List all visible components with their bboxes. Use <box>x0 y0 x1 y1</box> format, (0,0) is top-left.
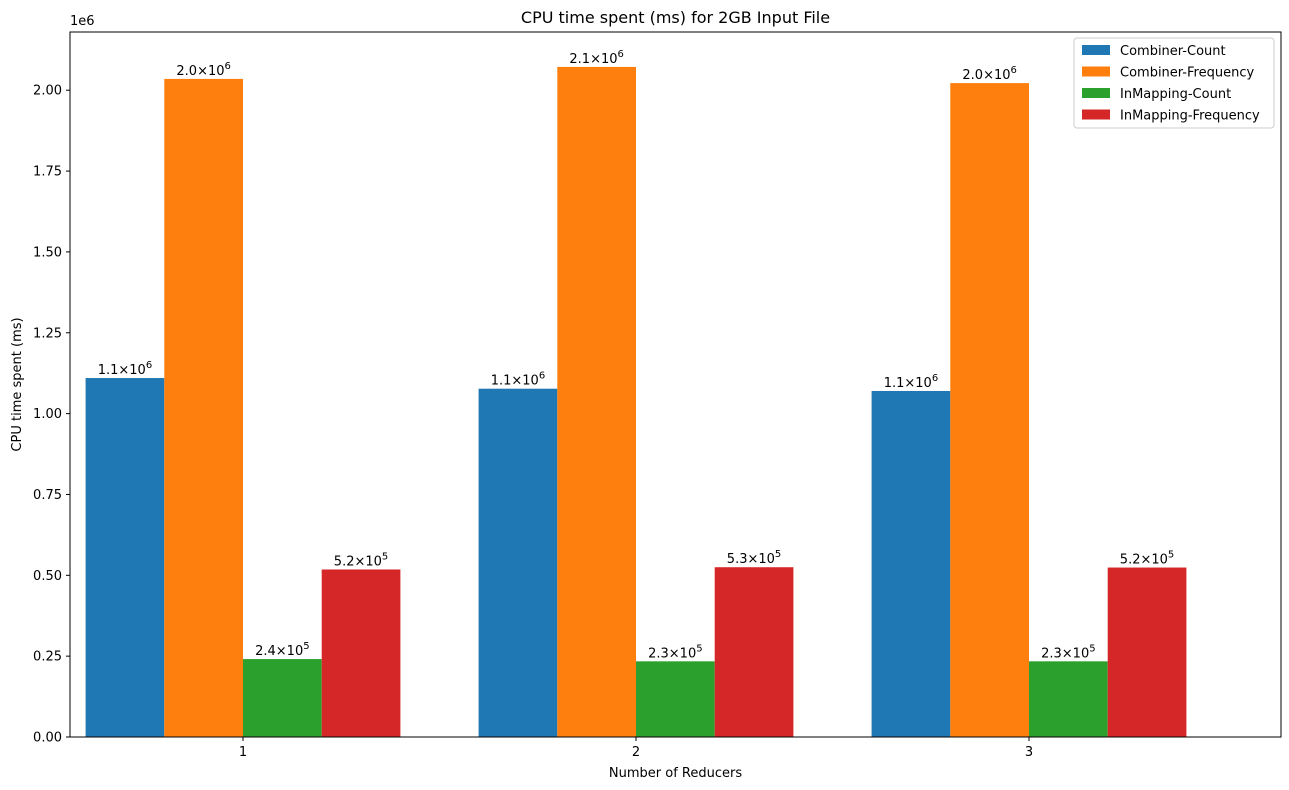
bar-value-label: 1.1×106 <box>98 360 153 378</box>
bar-value-label: 2.0×106 <box>962 65 1017 83</box>
legend-label: InMapping-Count <box>1120 87 1231 102</box>
y-tick-label: 0.50 <box>33 569 62 584</box>
y-tick-label: 1.00 <box>33 407 62 422</box>
bar-value-label: 1.1×106 <box>884 373 939 391</box>
bar-value-label: 5.2×105 <box>334 551 389 569</box>
x-axis-ticks: 1 2 3 <box>239 737 1033 760</box>
bar-series-group <box>85 66 1187 738</box>
bar-combiner-frequency <box>950 83 1029 738</box>
bar-value-mantissa: 5.3 <box>727 552 748 567</box>
bar-value-label: 2.1×106 <box>569 49 624 67</box>
chart-title: CPU time spent (ms) for 2GB Input File <box>521 8 830 27</box>
legend-label: Combiner-Count <box>1120 44 1226 59</box>
legend: Combiner-Count Combiner-Frequency InMappin… <box>1073 37 1275 129</box>
bar-value-exponent: 5 <box>1168 550 1174 561</box>
bar-value-times: ×10 <box>747 552 774 567</box>
bar-inmapping-frequency <box>714 567 794 737</box>
x-tick-label: 1 <box>239 745 247 760</box>
bar-value-mantissa: 2.3 <box>648 646 669 661</box>
bar-value-exponent: 6 <box>618 49 624 60</box>
plot-area-frame <box>69 31 1282 738</box>
bar-inmapping-frequency <box>1107 567 1187 737</box>
y-axis-offset-text: 1e6 <box>70 14 95 29</box>
bar-value-times: ×10 <box>983 68 1010 83</box>
bar-combiner-count <box>871 390 951 737</box>
bar-value-times: ×10 <box>276 644 303 659</box>
y-tick-label: 0.00 <box>33 731 62 746</box>
bar-value-times: ×10 <box>669 646 696 661</box>
bar-value-exponent: 6 <box>1011 65 1017 76</box>
bar-value-mantissa: 1.1 <box>491 374 512 389</box>
y-tick-label: 2.00 <box>33 84 62 99</box>
legend-label: InMapping-Frequency <box>1120 109 1260 124</box>
legend-label: Combiner-Frequency <box>1120 66 1254 81</box>
x-tick-label: 3 <box>1025 745 1033 760</box>
y-tick-label: 1.25 <box>33 326 62 341</box>
bar-value-exponent: 5 <box>696 643 702 654</box>
legend-swatch <box>1082 45 1110 55</box>
bar-value-label: 1.1×106 <box>491 371 546 389</box>
bar-value-times: ×10 <box>118 363 145 378</box>
bar-combiner-count <box>85 378 165 737</box>
bar-inmapping-count <box>243 659 322 737</box>
bar-value-times: ×10 <box>1062 646 1089 661</box>
bar-combiner-frequency <box>557 66 636 737</box>
bar-value-mantissa: 1.1 <box>98 363 119 378</box>
bar-inmapping-frequency <box>321 569 401 737</box>
bar-value-label: 2.3×105 <box>648 643 703 661</box>
legend-swatch <box>1082 109 1110 120</box>
bar-value-exponent: 6 <box>225 61 231 72</box>
bar-value-times: ×10 <box>1140 553 1167 568</box>
bar-value-times: ×10 <box>590 52 617 67</box>
bar-value-exponent: 5 <box>382 551 388 562</box>
bar-value-mantissa: 2.4 <box>255 644 276 659</box>
bar-value-times: ×10 <box>511 374 538 389</box>
bar-combiner-count <box>478 388 558 737</box>
bar-value-mantissa: 5.2 <box>334 554 355 569</box>
bar-value-label: 2.3×105 <box>1041 643 1096 661</box>
legend-box <box>1073 37 1275 129</box>
y-tick-label: 0.75 <box>33 488 62 503</box>
bar-value-times: ×10 <box>904 376 931 391</box>
bar-value-times: ×10 <box>197 64 224 79</box>
bar-value-exponent: 6 <box>146 360 152 371</box>
legend-swatch <box>1082 66 1110 77</box>
bar-value-exponent: 6 <box>932 373 938 384</box>
x-tick-label: 2 <box>632 745 640 760</box>
bar-value-label: 2.0×106 <box>176 61 231 79</box>
bar-value-exponent: 5 <box>1089 643 1095 654</box>
bar-value-mantissa: 2.1 <box>569 52 590 67</box>
y-axis-ticks: 0.00 0.25 0.50 0.75 1.00 1.25 1.50 1.75 2.00 <box>33 84 70 746</box>
bar-value-mantissa: 2.3 <box>1041 646 1062 661</box>
bar-value-mantissa: 1.1 <box>884 376 905 391</box>
bar-inmapping-count <box>1029 661 1108 737</box>
bar-value-mantissa: 2.0 <box>176 64 197 79</box>
legend-swatch <box>1082 88 1110 98</box>
bar-inmapping-count <box>636 661 715 737</box>
bar-value-label: 5.2×105 <box>1120 550 1175 568</box>
bar-value-exponent: 6 <box>539 371 545 382</box>
bar-value-label: 5.3×105 <box>727 549 782 567</box>
bar-value-exponent: 5 <box>775 549 781 560</box>
bar-value-exponent: 5 <box>303 641 309 652</box>
bar-value-mantissa: 2.0 <box>962 68 983 83</box>
x-axis-label: Number of Reducers <box>609 766 742 781</box>
bar-combiner-frequency <box>164 78 243 737</box>
bar-value-times: ×10 <box>354 554 381 569</box>
y-tick-label: 1.75 <box>33 165 62 180</box>
y-tick-label: 0.25 <box>33 650 62 665</box>
bar-value-mantissa: 5.2 <box>1120 553 1141 568</box>
bar-value-label: 2.4×105 <box>255 641 310 659</box>
y-tick-label: 1.50 <box>33 245 62 260</box>
y-axis-label: CPU time spent (ms) <box>10 317 25 451</box>
